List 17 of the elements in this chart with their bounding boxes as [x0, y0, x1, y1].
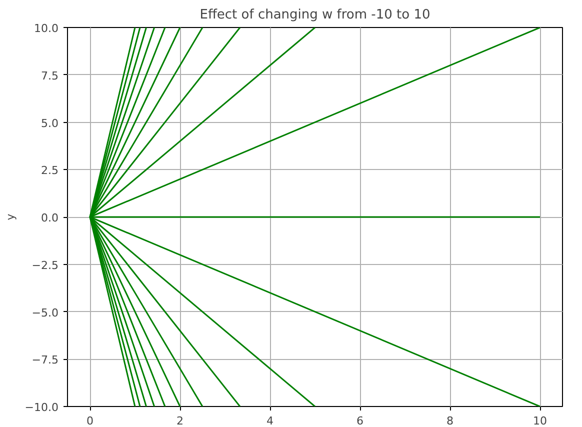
y-tick-label: 10.0 [34, 22, 59, 35]
y-tick-label: 7.5 [41, 69, 59, 82]
y-tick-label: −2.5 [32, 258, 59, 272]
x-tick-label: 2 [176, 414, 184, 427]
chart-title: Effect of changing w from -10 to 10 [200, 8, 430, 22]
y-tick-label: −5.0 [32, 306, 59, 320]
y-tick-label: −10.0 [24, 401, 59, 414]
y-axis-title: y [4, 213, 17, 220]
y-tick-label: 2.5 [41, 164, 59, 178]
y-tick-label: 0.0 [41, 212, 59, 224]
y-tick-label: 5.0 [41, 116, 59, 130]
x-tick-label: 10 [533, 414, 547, 427]
y-tick-label: −7.5 [32, 354, 59, 367]
x-tick-label: 6 [356, 414, 364, 427]
x-tick-label: 4 [266, 414, 274, 427]
x-tick-label: 0 [86, 414, 94, 427]
x-tick-label: 8 [446, 414, 454, 427]
